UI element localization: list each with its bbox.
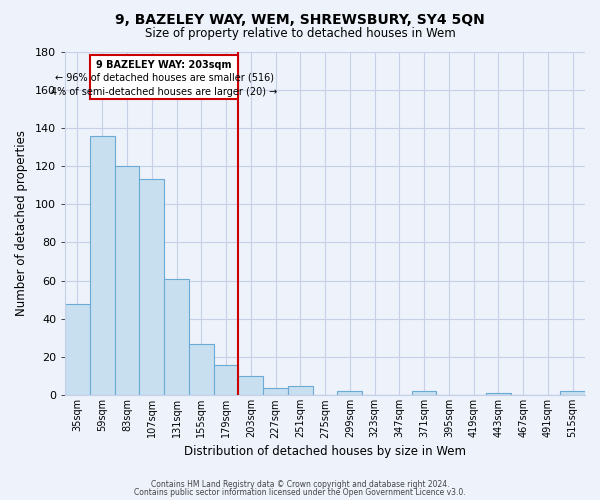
Text: 9 BAZELEY WAY: 203sqm: 9 BAZELEY WAY: 203sqm <box>97 60 232 70</box>
X-axis label: Distribution of detached houses by size in Wem: Distribution of detached houses by size … <box>184 444 466 458</box>
Bar <box>263 388 288 396</box>
Bar <box>90 136 115 396</box>
Bar <box>189 344 214 396</box>
Text: Contains public sector information licensed under the Open Government Licence v3: Contains public sector information licen… <box>134 488 466 497</box>
Bar <box>164 279 189 396</box>
Bar <box>65 304 90 396</box>
Text: ← 96% of detached houses are smaller (516): ← 96% of detached houses are smaller (51… <box>55 72 274 83</box>
Y-axis label: Number of detached properties: Number of detached properties <box>15 130 28 316</box>
Text: Contains HM Land Registry data © Crown copyright and database right 2024.: Contains HM Land Registry data © Crown c… <box>151 480 449 489</box>
Bar <box>214 364 238 396</box>
Text: 4% of semi-detached houses are larger (20) →: 4% of semi-detached houses are larger (2… <box>51 87 277 97</box>
Bar <box>486 394 511 396</box>
Bar <box>115 166 139 396</box>
Bar <box>139 180 164 396</box>
Bar <box>560 392 585 396</box>
Bar <box>238 376 263 396</box>
Bar <box>288 386 313 396</box>
Bar <box>337 392 362 396</box>
Bar <box>412 392 436 396</box>
Text: Size of property relative to detached houses in Wem: Size of property relative to detached ho… <box>145 28 455 40</box>
Text: 9, BAZELEY WAY, WEM, SHREWSBURY, SY4 5QN: 9, BAZELEY WAY, WEM, SHREWSBURY, SY4 5QN <box>115 12 485 26</box>
FancyBboxPatch shape <box>90 56 238 99</box>
